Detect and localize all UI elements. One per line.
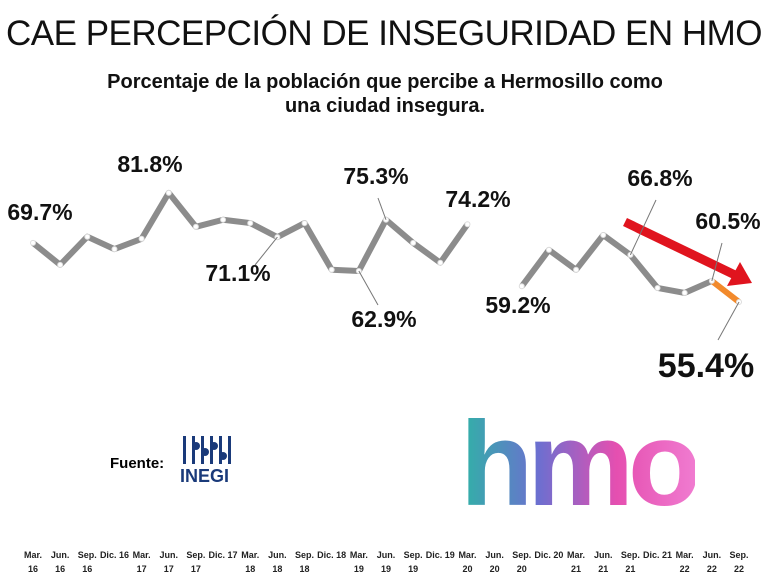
data-point [410,239,417,246]
data-point [192,223,199,230]
x-tick-label: Dic. 16 [99,550,129,560]
x-tick-label: Mar. 21 [567,550,586,574]
x-tick-label: Jun. 22 [702,550,722,574]
x-tick-label: Jun. 20 [485,550,504,574]
x-tick-label: Jun. 16 [50,550,70,574]
chart-title: CAE PERCEPCIÓN DE INSEGURIDAD EN HMO [6,14,763,53]
x-tick-label: Sep. 19 [403,550,423,574]
leader-line [358,270,379,306]
x-tick-label: Mar. 22 [675,550,694,574]
x-tick-label: Sep. 18 [295,550,315,574]
data-point [57,261,64,268]
data-point [328,266,335,273]
x-tick-label: Mar. 16 [23,550,42,574]
x-tick-label: Sep. 16 [77,550,97,574]
trend-arrow-head [727,262,752,286]
value-label: 69.7% [7,199,72,225]
x-tick-label: Dic. 17 [208,550,238,560]
data-point [220,216,227,223]
data-point [681,289,688,296]
data-point [165,189,172,196]
data-line [519,232,714,296]
trend-arrow [623,217,737,280]
value-label: 59.2% [485,292,550,318]
data-point [545,246,552,253]
source-logo: INEGI [180,466,230,486]
x-tick-label: Sep. 17 [186,550,206,574]
value-label: 74.2% [445,186,510,212]
brand-logo: hmo [460,397,701,531]
leader-line [629,199,657,256]
leader-line [711,242,723,282]
x-tick-label: Mar. 19 [349,550,368,574]
data-point [600,232,607,239]
x-tick-label: Jun. 21 [593,550,613,574]
x-tick-label: Mar. 18 [241,550,260,574]
value-label: 55.4% [658,347,754,385]
highlight-segment [710,278,741,305]
x-tick-label: Jun. 17 [159,550,179,574]
data-point [518,283,525,290]
data-point [247,220,254,227]
data-point [30,239,36,246]
chart-subtitle: Porcentaje de la población que percibe a… [107,71,663,117]
value-label: 60.5% [695,208,760,234]
value-label: 62.9% [351,306,416,332]
value-label: 81.8% [117,151,182,177]
x-tick-label: Sep. 22 [729,550,749,574]
data-point [437,259,444,266]
x-tick-label: Jun. 18 [268,550,287,574]
x-tick-label: Dic. 19 [425,550,455,560]
value-label: 75.3% [343,163,408,189]
x-tick-label: Mar. 20 [458,550,477,574]
data-point [111,246,118,253]
x-tick-label: Jun. 19 [376,550,396,574]
x-tick-label: Sep. 21 [620,550,640,574]
data-point [138,235,145,242]
x-tick-label: Dic. 20 [534,550,564,560]
leader-line [377,197,387,220]
data-point [84,233,91,240]
leader-line [254,236,278,266]
data-point [654,284,661,291]
x-tick-label: Dic. 21 [643,550,673,560]
data-point [301,220,308,227]
value-label: 71.1% [205,260,270,286]
x-tick-label: Sep. 20 [512,550,532,574]
source-label: Fuente: [110,455,165,472]
leader-line [717,301,740,341]
data-point [573,266,580,273]
x-tick-label: Dic. 18 [317,550,347,560]
x-tick-label: Mar. 17 [132,550,151,574]
data-point [464,221,471,228]
value-label: 66.8% [627,165,692,191]
